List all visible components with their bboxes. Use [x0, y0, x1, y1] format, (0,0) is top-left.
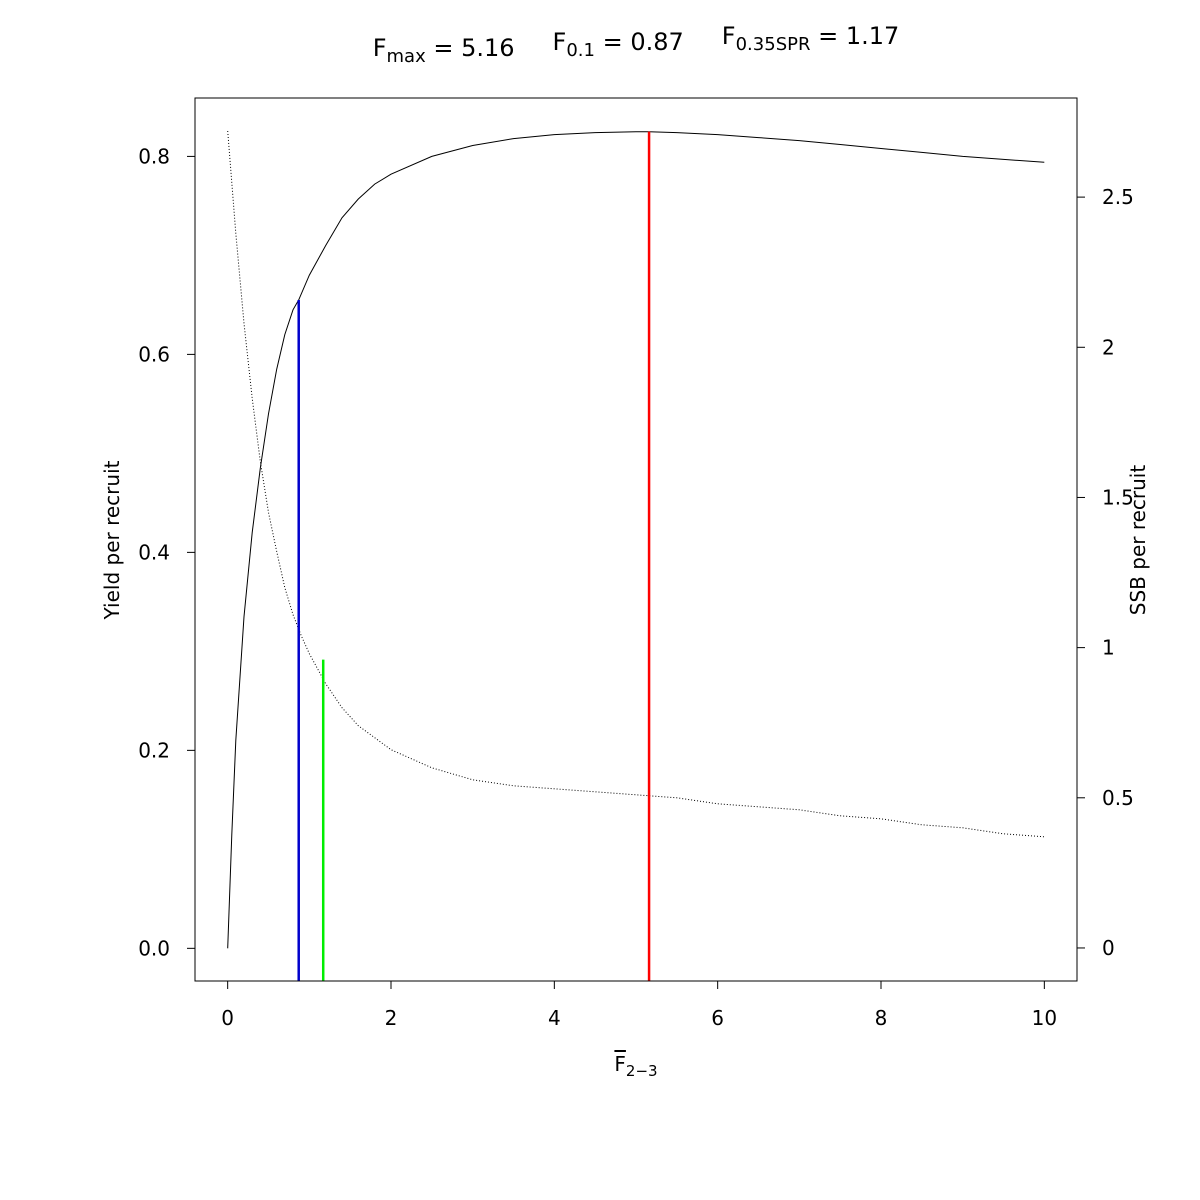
chart-title: Fmax = 5.16 F0.1 = 0.87 F0.35SPR = 1.17 — [373, 22, 900, 67]
ssb-per-recruit-curve — [227, 130, 1045, 838]
y-right-tick-label: 0 — [1102, 936, 1115, 960]
y-right-tick-label: 2.5 — [1102, 185, 1134, 209]
y-right-tick-label: 2 — [1102, 335, 1115, 359]
x-axis-label: F2−3 — [614, 1052, 657, 1080]
x-tick-label: 4 — [548, 1006, 561, 1030]
x-tick-label: 8 — [875, 1006, 888, 1030]
x-tick-label: 2 — [385, 1006, 398, 1030]
y-right-axis-label: SSB per recruit — [1126, 465, 1150, 616]
y-left-tick-label: 0.4 — [138, 540, 170, 564]
y-left-tick-label: 0.6 — [138, 342, 170, 366]
y-right-tick-label: 1 — [1102, 636, 1115, 660]
y-left-tick-label: 0.2 — [138, 738, 170, 762]
x-tick-label: 6 — [711, 1006, 724, 1030]
yield-per-recruit-curve — [227, 131, 1045, 949]
y-left-tick-label: 0.8 — [138, 144, 170, 168]
y-left-axis-label: Yield per recruit — [100, 460, 124, 620]
x-tick-label: 10 — [1032, 1006, 1057, 1030]
plot-layer — [227, 130, 1045, 981]
text-layer: 0 2 4 6 8 10 0.0 0.2 0.4 0.6 0.8 0 0.5 1 1.5 2 2.5 Yield … — [100, 22, 1150, 1080]
plot-frame — [194, 97, 1078, 982]
x-tick-label: 0 — [221, 1006, 234, 1030]
axes-layer — [187, 97, 1085, 989]
y-right-tick-label: 1.5 — [1102, 485, 1134, 509]
y-left-tick-label: 0.0 — [138, 936, 170, 960]
y-right-tick-label: 0.5 — [1102, 786, 1134, 810]
